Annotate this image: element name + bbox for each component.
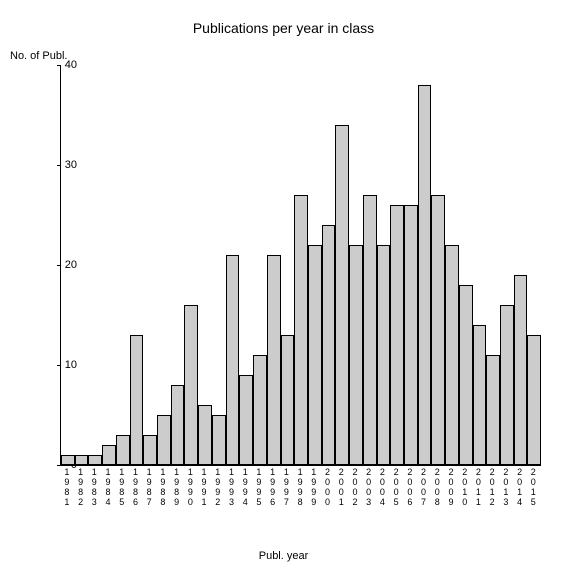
bar [294,195,308,465]
bar [171,385,185,465]
x-tick-label: 1996 [266,468,280,508]
plot-area [60,65,541,466]
bar [431,195,445,465]
bar [459,285,473,465]
bar [88,455,102,465]
x-tick-label: 1990 [183,468,197,508]
bar [239,375,253,465]
bar [267,255,281,465]
x-tick-label: 2013 [499,468,513,508]
bar [212,415,226,465]
bar [184,305,198,465]
bar [514,275,528,465]
bar [226,255,240,465]
x-tick-label: 2002 [348,468,362,508]
x-tick-label: 2015 [526,468,540,508]
x-tick-label: 2005 [389,468,403,508]
bar [377,245,391,465]
x-tick-label: 1991 [197,468,211,508]
x-tick-label: 1984 [101,468,115,508]
bar [404,205,418,465]
bar [390,205,404,465]
bar [445,245,459,465]
bar [363,195,377,465]
x-tick-label: 1988 [156,468,170,508]
bar [157,415,171,465]
x-tick-label: 1989 [170,468,184,508]
bar [102,445,116,465]
x-tick-label: 1998 [293,468,307,508]
bar [281,335,295,465]
x-tick-label: 2008 [430,468,444,508]
bar [75,455,89,465]
x-tick-label: 1997 [280,468,294,508]
x-axis-ticks: 1981198219831984198519861987198819891990… [60,468,540,508]
bar [418,85,432,465]
x-tick-label: 2012 [485,468,499,508]
chart-container: Publications per year in class No. of Pu… [0,0,567,567]
bar [473,325,487,465]
bar [322,225,336,465]
x-tick-label: 1992 [211,468,225,508]
x-tick-label: 1985 [115,468,129,508]
bar [308,245,322,465]
x-tick-label: 1999 [307,468,321,508]
x-axis-label: Publ. year [0,550,567,562]
x-tick-label: 1981 [60,468,74,508]
x-tick-label: 2010 [458,468,472,508]
x-tick-label: 1983 [87,468,101,508]
chart-title: Publications per year in class [0,20,567,36]
bar [486,355,500,465]
x-tick-label: 1982 [74,468,88,508]
x-tick-label: 2011 [472,468,486,508]
x-tick-label: 2004 [376,468,390,508]
x-tick-label: 2009 [444,468,458,508]
bar [143,435,157,465]
x-tick-label: 2003 [362,468,376,508]
x-tick-label: 2014 [513,468,527,508]
bar [335,125,349,465]
x-tick-label: 2007 [417,468,431,508]
x-tick-label: 1995 [252,468,266,508]
x-tick-label: 1994 [238,468,252,508]
bars-group [61,65,541,465]
bar [61,455,75,465]
bar [130,335,144,465]
x-tick-label: 2006 [403,468,417,508]
bar [253,355,267,465]
x-tick-label: 2000 [321,468,335,508]
bar [349,245,363,465]
bar [500,305,514,465]
bar [527,335,541,465]
x-tick-label: 2001 [334,468,348,508]
x-tick-label: 1987 [142,468,156,508]
bar [198,405,212,465]
x-tick-label: 1993 [225,468,239,508]
bar [116,435,130,465]
x-tick-label: 1986 [129,468,143,508]
